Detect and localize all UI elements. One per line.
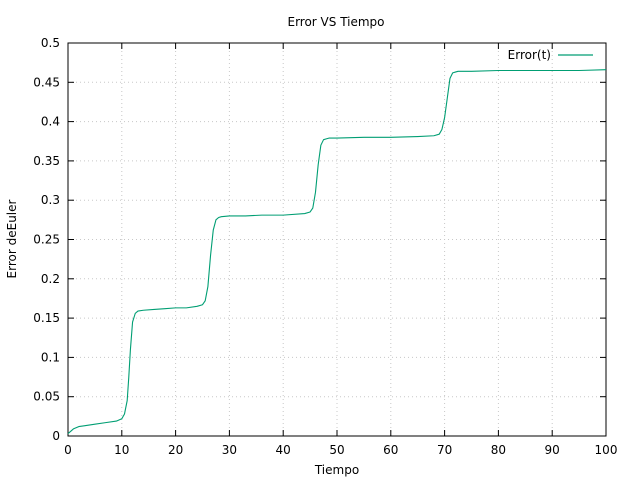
- y-axis-title: Error deEuler: [5, 199, 19, 278]
- series-layer: [67, 69, 607, 435]
- x-tick-label: 40: [276, 443, 291, 457]
- grid: [68, 43, 606, 436]
- x-tick-label: 10: [114, 443, 129, 457]
- legend-label: Error(t): [508, 48, 551, 62]
- x-tick-label: 30: [222, 443, 237, 457]
- y-tick-label: 0.25: [33, 233, 60, 247]
- x-tick-label: 20: [168, 443, 183, 457]
- x-tick-label: 90: [545, 443, 560, 457]
- x-tick-label: 60: [383, 443, 398, 457]
- y-tick-label: 0.2: [41, 272, 60, 286]
- chart-title: Error VS Tiempo: [287, 15, 384, 29]
- x-tick-label: 50: [329, 443, 344, 457]
- y-tick-label: 0.4: [41, 115, 60, 129]
- x-tick-label: 100: [595, 443, 618, 457]
- axis-ticks: 0 10 20 30 40 50 60 70 80 90 100 0 0.05 0.1 0.15 0.2 0.2…: [33, 36, 617, 457]
- legend: Error(t): [508, 48, 593, 62]
- y-tick-label: 0.05: [33, 390, 60, 404]
- y-tick-label: 0.5: [41, 36, 60, 50]
- y-tick-label: 0.1: [41, 350, 60, 364]
- series-line: [67, 69, 607, 435]
- y-tick-label: 0.3: [41, 193, 60, 207]
- x-tick-label: 80: [491, 443, 506, 457]
- x-tick-label: 70: [437, 443, 452, 457]
- x-tick-label: 0: [64, 443, 72, 457]
- x-axis-title: Tiempo: [314, 463, 359, 477]
- y-tick-label: 0.15: [33, 311, 60, 325]
- y-tick-label: 0.45: [33, 75, 60, 89]
- y-tick-label: 0: [52, 429, 60, 443]
- y-tick-label: 0.35: [33, 154, 60, 168]
